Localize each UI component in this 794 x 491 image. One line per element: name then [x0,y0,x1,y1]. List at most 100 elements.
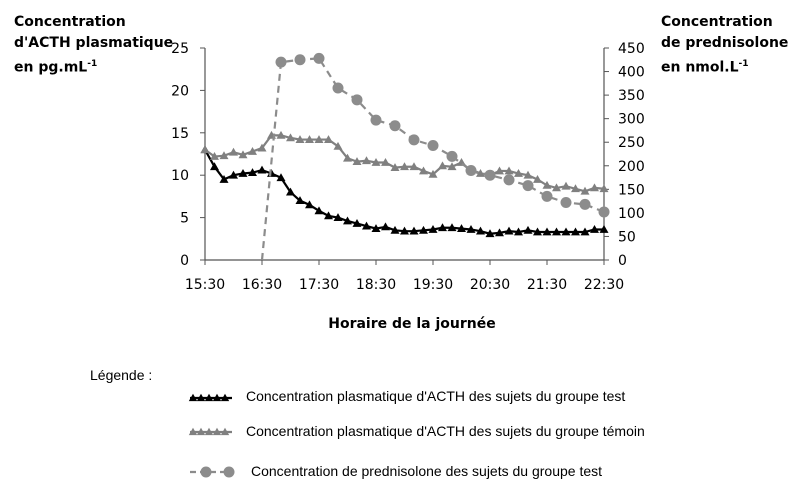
data-point [541,190,553,202]
data-point [533,227,542,236]
right-axis-tick-label: 350 [618,88,645,104]
data-point [210,152,219,160]
chart-axes: 051015202505010015020025030035040045015:… [171,41,645,293]
left-axis-unit: en pg.mL [14,59,88,76]
data-point [466,224,476,233]
right-axis-tick-label: 50 [618,229,636,245]
data-point [286,187,295,196]
data-point [305,200,314,209]
x-axis-tick-label: 16:30 [242,277,282,293]
data-point [465,164,477,176]
data-point [305,135,314,143]
data-point [295,135,305,143]
legend-marker-2 [190,466,235,478]
data-point [599,224,609,233]
data-point [409,162,419,171]
data-point [561,181,571,190]
data-point [343,153,352,162]
data-point [428,169,438,178]
left-axis-tick-label: 10 [171,168,189,184]
left-axis-tick-label: 5 [180,211,189,227]
data-point [561,227,571,236]
data-point [333,213,343,221]
data-point [238,150,248,159]
data-point [447,162,457,171]
data-point [362,156,371,165]
legend-label-prednisolone-test: Concentration de prednisolone des sujets… [251,463,603,479]
data-point [324,211,333,220]
data-point [210,162,219,171]
left-axis-tick-label: 25 [171,41,189,57]
legend-point [188,393,198,402]
data-point [503,174,515,186]
legend-point [196,393,206,402]
data-point [579,198,591,210]
legend-marker-1 [188,427,232,436]
legend-point [196,427,206,436]
data-point [313,52,325,64]
data-point [352,157,362,166]
data-point [446,150,458,162]
series-0 [200,145,609,238]
data-point [238,169,248,177]
data-point [560,197,572,209]
right-axis-unit: en nmol.L [661,59,739,76]
legend-point [220,427,230,436]
right-axis-tick-label: 200 [618,159,645,175]
data-point [390,225,400,234]
right-axis-tick-label: 450 [618,41,645,57]
left-axis-label-line1: Concentration [14,14,126,30]
data-point [294,54,306,66]
data-point [522,180,534,192]
data-point [542,227,552,236]
data-point [523,170,533,179]
data-point [352,219,362,227]
right-axis-tick-label: 0 [618,253,627,269]
data-point [438,161,447,170]
left-axis-label: Concentration d'ACTH plasmatique en pg.m… [14,12,173,79]
data-point [447,223,457,232]
left-axis-tick-label: 0 [180,253,189,269]
data-point [229,170,238,179]
left-axis-label-line2: d'ACTH plasmatique [14,35,174,51]
legend-point [212,427,222,436]
right-axis-label-line3: en nmol.L-1 [661,54,788,79]
left-axis-tick-label: 20 [171,83,189,99]
right-axis-unit-exponent: -1 [738,59,749,69]
right-axis-tick-label: 150 [618,182,645,198]
data-point [248,146,257,155]
legend-marker-0 [188,393,232,402]
data-point [427,140,439,152]
data-point [599,184,609,193]
chart-series [200,52,610,261]
data-point [590,183,599,192]
data-point [286,133,295,142]
data-point [389,120,401,132]
data-point [400,162,409,171]
data-point [457,224,466,232]
data-point [219,174,229,183]
legend-point [220,393,230,402]
series-1 [200,130,609,195]
left-axis-unit-exponent: -1 [87,59,98,69]
data-point [484,169,496,181]
data-point [495,166,504,175]
data-point [229,147,238,156]
data-point [381,157,390,166]
x-axis-tick-label: 22:30 [584,277,624,293]
data-point [276,173,286,182]
x-axis-tick-label: 15:30 [185,277,225,293]
data-point [400,226,409,235]
legend-point [204,427,214,436]
data-point [381,222,390,231]
data-point [248,168,257,177]
legend-label-acth-control: Concentration plasmatique d'ACTH des suj… [246,423,645,439]
data-point [419,225,428,234]
x-axis-tick-label: 20:30 [470,277,510,293]
data-point [571,184,580,193]
data-point [533,174,542,183]
data-point [571,227,580,236]
data-point [438,223,447,232]
data-point [428,224,438,233]
